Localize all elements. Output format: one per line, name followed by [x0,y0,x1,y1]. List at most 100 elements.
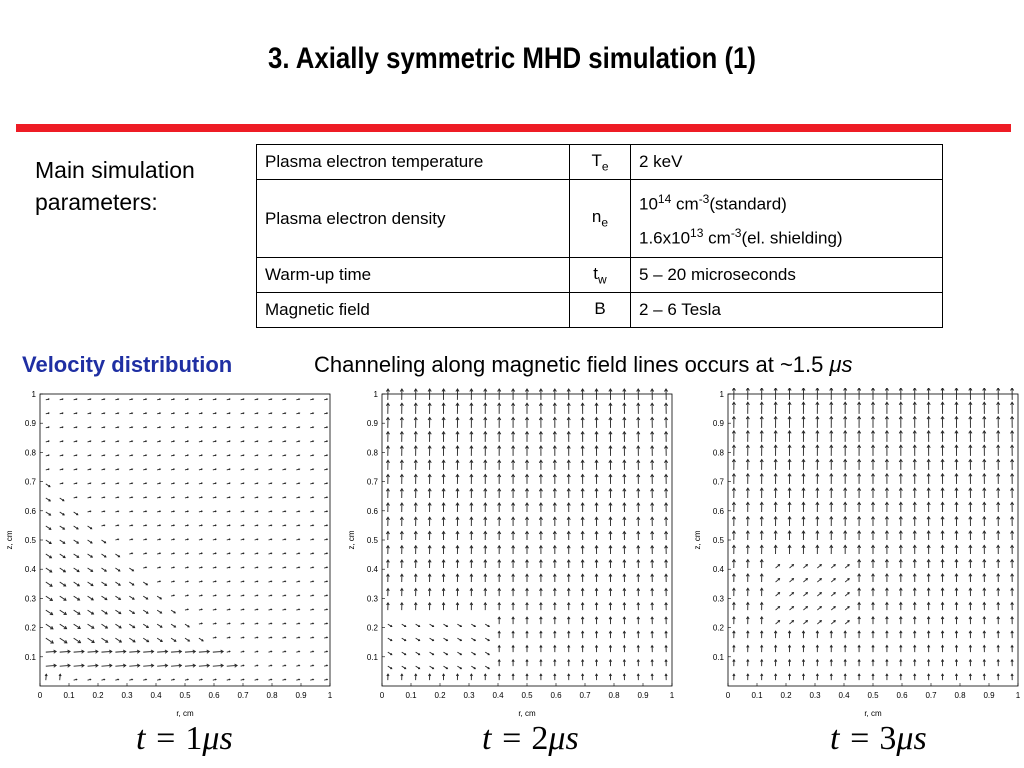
velocity-arrow [829,458,834,470]
velocity-arrow [982,587,987,597]
velocity-arrow [240,426,245,429]
velocity-arrow [968,658,972,667]
velocity-arrow [732,615,736,625]
velocity-arrow [401,637,407,642]
velocity-arrow [899,673,903,681]
velocity-arrow [455,402,460,414]
velocity-arrow [455,502,460,512]
velocity-arrow [982,487,987,498]
velocity-arrow [226,608,231,611]
velocity-arrow [954,388,959,400]
velocity-arrow [324,412,329,415]
velocity-arrow [553,587,557,597]
velocity-arrow [732,601,736,611]
velocity-arrow [385,487,390,498]
velocity-arrow [567,658,571,667]
velocity-arrow [469,601,474,611]
velocity-arrow [773,388,778,400]
velocity-arrow [469,487,474,498]
velocity-arrow [73,567,80,573]
velocity-arrow [101,637,109,643]
velocity-arrow [830,592,836,597]
velocity-arrow [525,644,529,653]
velocity-arrow [101,510,106,513]
velocity-arrow [940,458,945,470]
velocity-arrow [636,430,641,442]
param-name: Plasma electron density [256,178,570,259]
x-tick-label: 0.8 [266,691,278,700]
velocity-arrow [170,566,176,569]
velocity-arrow [296,650,301,653]
param-symbol: Te [569,144,631,180]
velocity-arrow [912,587,917,597]
velocity-arrow [926,472,931,484]
velocity-arrow [511,601,515,611]
velocity-arrow [664,388,669,400]
velocity-arrow [996,573,1001,583]
velocity-arrow [184,566,190,569]
velocity-arrow [954,630,959,639]
velocity-arrow [254,608,259,611]
velocity-arrow [157,468,162,471]
velocity-arrow [982,673,986,681]
velocity-arrow [87,440,92,443]
velocity-arrow [773,644,778,653]
velocity-arrow [857,487,862,498]
velocity-arrow [511,644,515,653]
velocity-arrow [442,673,446,681]
velocity-arrow [399,544,404,555]
velocity-arrow [399,445,404,456]
velocity-arrow [940,544,945,555]
velocity-arrow [427,487,432,498]
velocity-arrow [567,644,571,653]
velocity-arrow [212,454,217,457]
velocity-arrow [282,636,287,639]
velocity-arrow [170,678,176,681]
velocity-arrow [226,636,231,639]
velocity-arrow [254,412,259,415]
velocity-arrow [566,530,571,541]
velocity-arrow [926,587,931,597]
velocity-arrow [324,566,329,569]
velocity-arrow [829,444,834,456]
velocity-arrow [511,559,515,569]
velocity-arrow [87,581,94,587]
velocity-arrow [428,673,432,681]
velocity-arrow [731,388,736,400]
velocity-arrow [310,622,315,625]
velocity-arrow [268,538,273,541]
velocity-arrow [129,678,134,681]
velocity-arrow [954,530,959,541]
velocity-arrow [101,426,106,429]
velocity-arrow [143,510,148,513]
velocity-arrow [310,440,315,443]
velocity-arrow [525,544,529,555]
velocity-arrow [59,539,66,544]
velocity-arrow [115,609,122,615]
velocity-arrow [324,538,329,541]
velocity-arrow [622,416,627,428]
velocity-arrow [525,559,529,569]
y-tick-label: 0.4 [25,565,37,574]
velocity-arrow [871,544,875,555]
velocity-arrow [815,444,820,456]
velocity-arrow [817,592,822,597]
velocity-arrow [664,658,668,667]
velocity-arrow [884,401,889,414]
velocity-arrow [636,573,641,583]
velocity-arrow [982,544,987,555]
velocity-arrow [226,538,231,541]
velocity-arrow [429,637,435,642]
velocity-arrow [773,544,778,555]
velocity-arrow [170,412,176,415]
velocity-arrow [912,472,917,484]
x-tick-label: 1 [1016,691,1021,700]
velocity-arrow [58,673,62,681]
velocity-arrow [254,636,259,639]
velocity-arrow [469,573,474,583]
velocity-arrow [101,468,106,471]
velocity-arrow [45,398,50,401]
velocity-arrow [385,388,390,400]
velocity-arrow [427,601,432,611]
velocity-arrow [413,516,418,526]
